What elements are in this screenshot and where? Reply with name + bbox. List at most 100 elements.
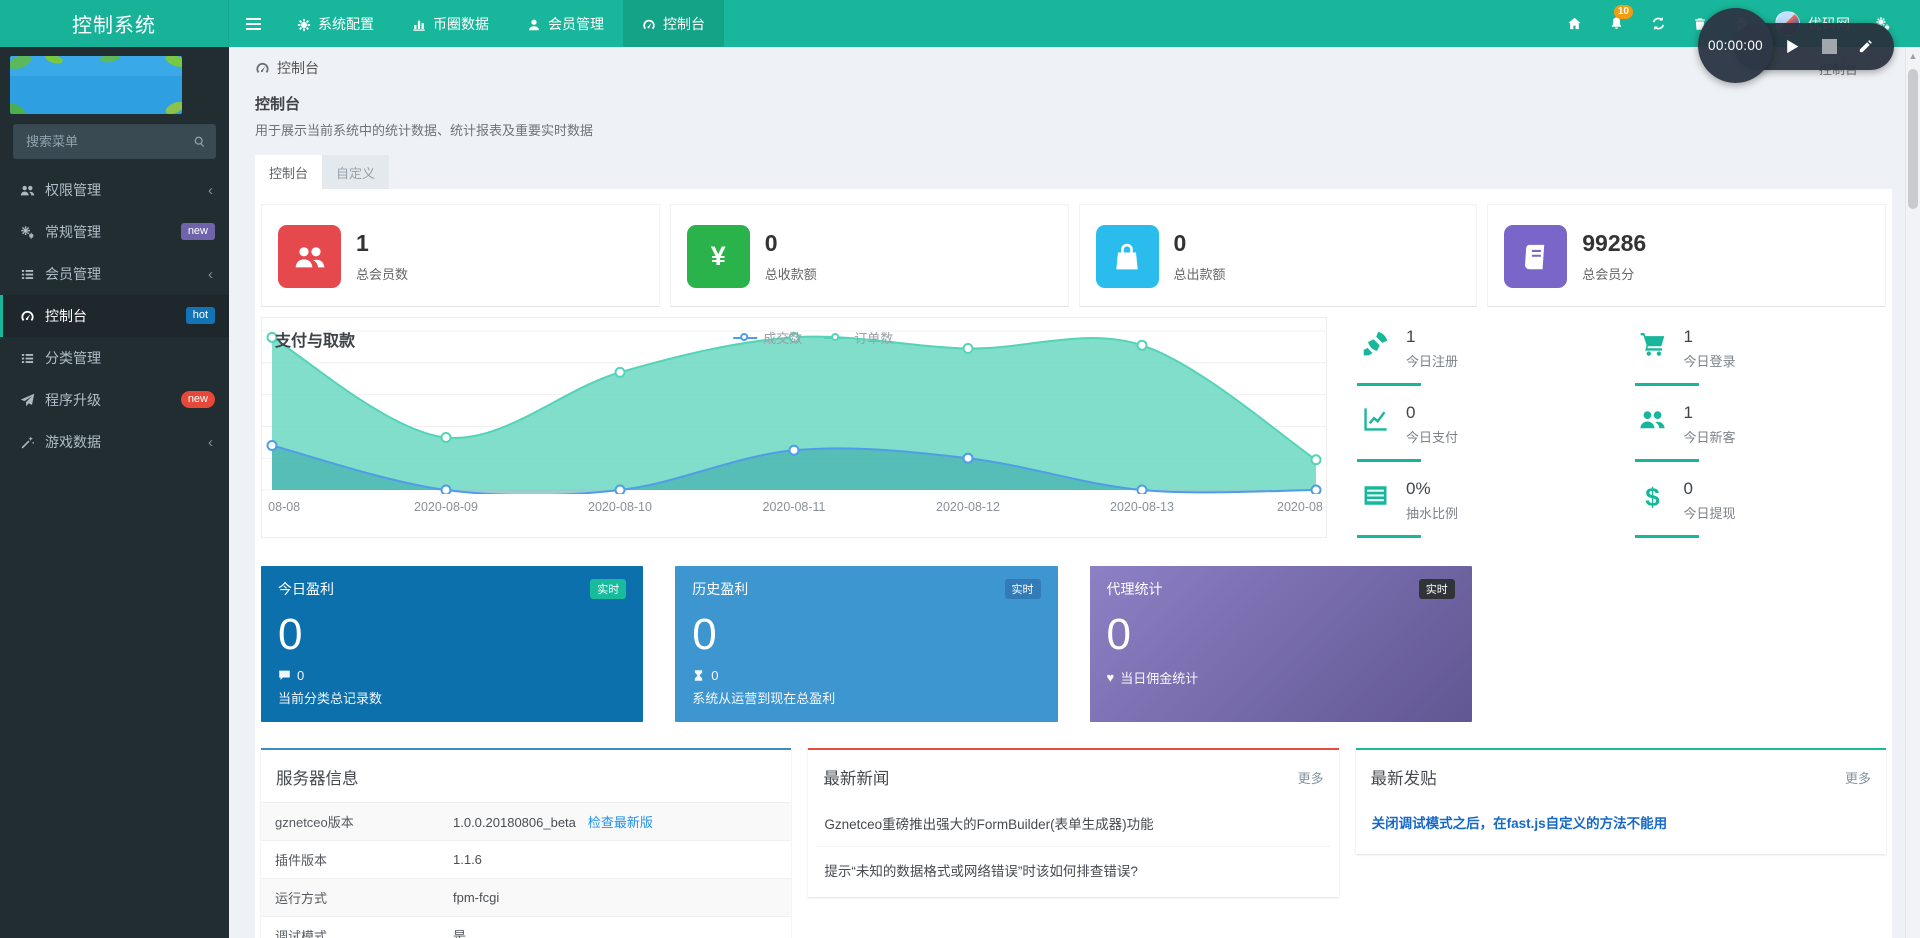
- shopping-bag-icon: [1095, 225, 1159, 288]
- breadcrumb: 控制台 控制台: [255, 47, 1892, 89]
- hot-badge: hot: [185, 307, 215, 325]
- sidebar-item-general[interactable]: 常规管理 new: [0, 211, 229, 253]
- panel-agent-stats[interactable]: 代理统计 实时 0 ♥ 当日佣金统计: [1089, 566, 1472, 722]
- stat-label: 总出款额: [1173, 266, 1226, 282]
- server-info-table: gznetceo版本 1.0.0.20180806_beta 检查最新版 插件版本…: [261, 802, 792, 938]
- pencil-icon[interactable]: [1858, 39, 1873, 54]
- page-header: 控制台 用于展示当前系统中的统计数据、统计报表及重要实时数据: [255, 93, 1892, 139]
- legend-item-orders[interactable]: 订单数: [824, 328, 893, 347]
- table-row: gznetceo版本 1.0.0.20180806_beta 检查最新版: [261, 802, 792, 841]
- home-button[interactable]: [1555, 0, 1593, 47]
- posts-more-link[interactable]: 更多: [1844, 770, 1871, 786]
- stat-value: 0: [1173, 230, 1187, 257]
- accent-bar: [1357, 535, 1421, 538]
- cogs-icon: [1876, 16, 1890, 31]
- bell-icon: [1611, 17, 1621, 29]
- payments-chart-panel: 支付与取款 成交数 订单数 08-08 2020-08-09 2020-08-10 2…: [261, 317, 1327, 538]
- accent-bar: [1357, 459, 1421, 462]
- stat-label: 总会员数: [356, 266, 409, 282]
- table-row: 运行方式 fpm-fcgi: [261, 878, 792, 917]
- latest-news-card: 最新新闻 更多 Gznetceo重磅推出强大的FormBuilder(表单生成器…: [808, 748, 1339, 897]
- nav-item-label: 控制台: [663, 15, 705, 32]
- news-more-link[interactable]: 更多: [1297, 770, 1324, 786]
- sidebar-search-input[interactable]: [13, 124, 216, 159]
- play-icon[interactable]: [1784, 38, 1801, 55]
- mini-stat-rake-ratio: 0% 抽水比例: [1357, 475, 1605, 538]
- bar-chart-icon: [412, 15, 426, 31]
- list-icon: [20, 351, 45, 366]
- sidebar-item-members[interactable]: 会员管理 ‹: [0, 253, 229, 295]
- stat-card-total-paid-out[interactable]: 0 总出款额: [1078, 204, 1478, 307]
- vertical-scrollbar[interactable]: ▲: [1905, 47, 1920, 938]
- search-icon[interactable]: [193, 133, 206, 151]
- panel-history-profit[interactable]: 历史盈利 实时 0 0 系统从运营到现在总盈利: [675, 566, 1058, 722]
- users-icon: [20, 183, 45, 198]
- nav-item-label: 币圈数据: [433, 15, 489, 32]
- legend-item-deals[interactable]: 成交数: [733, 328, 802, 347]
- stat-card-total-members[interactable]: 1 总会员数: [261, 204, 660, 307]
- menu-label: 常规管理: [45, 224, 101, 240]
- scrollbar-up-arrow[interactable]: ▲: [1908, 51, 1918, 61]
- sidebar: 权限管理 ‹ 常规管理 new 会员管理 ‹ 控制台 hot 分类管理 程序升级…: [0, 47, 229, 938]
- nav-item-dashboard[interactable]: 控制台: [623, 0, 724, 47]
- highlight-panels-row: 今日盈利 实时 0 0 当前分类总记录数 历史盈利 实时 0 0 系统从运营到现…: [261, 566, 1886, 722]
- sidebar-item-upgrade[interactable]: 程序升级 new: [0, 379, 229, 421]
- notifications-button[interactable]: 10: [1597, 0, 1635, 47]
- post-item-link[interactable]: 关闭调试模式之后，在fast.js自定义的方法不能用: [1371, 816, 1668, 831]
- yen-icon: ¥: [686, 225, 750, 288]
- sidebar-menu: 权限管理 ‹ 常规管理 new 会员管理 ‹ 控制台 hot 分类管理 程序升级…: [0, 169, 229, 463]
- sidebar-item-categories[interactable]: 分类管理: [0, 337, 229, 379]
- panel-caption: 当前分类总记录数: [278, 691, 383, 706]
- dollar-icon: $: [1645, 482, 1660, 512]
- realtime-badge: 实时: [590, 579, 627, 599]
- sidebar-item-game-data[interactable]: 游戏数据 ‹: [0, 421, 229, 463]
- notification-count-badge: 10: [1613, 5, 1633, 19]
- menu-label: 权限管理: [45, 182, 101, 198]
- sidebar-toggle-button[interactable]: [229, 0, 278, 47]
- sidebar-item-permissions[interactable]: 权限管理 ‹: [0, 169, 229, 211]
- new-badge: new: [180, 223, 215, 241]
- sidebar-item-dashboard[interactable]: 控制台 hot: [0, 295, 229, 337]
- refresh-button[interactable]: [1639, 0, 1677, 47]
- news-item[interactable]: 提示“未知的数据格式或网络错误”时该如何排查错误?: [816, 846, 1331, 893]
- nav-item-system-config[interactable]: 系统配置: [278, 0, 393, 47]
- refresh-icon: [1652, 16, 1664, 31]
- breadcrumb-current[interactable]: 控制台: [277, 60, 319, 76]
- card-title: 最新发贴: [1370, 770, 1437, 788]
- panel-today-profit[interactable]: 今日盈利 实时 0 0 当前分类总记录数: [261, 566, 644, 722]
- chart-plot[interactable]: [262, 326, 1326, 494]
- stat-card-total-received[interactable]: ¥ 0 总收款额: [669, 204, 1069, 307]
- comment-icon: [279, 670, 290, 680]
- chevron-left-icon: ‹: [208, 181, 213, 199]
- app-logo[interactable]: 控制系统: [0, 0, 229, 47]
- accent-bar: [1634, 459, 1699, 462]
- tab-custom[interactable]: 自定义: [322, 155, 390, 189]
- stat-value: 99286: [1582, 230, 1647, 257]
- tab-dashboard[interactable]: 控制台: [255, 155, 323, 189]
- nav-item-label: 会员管理: [548, 15, 604, 32]
- scrollbar-thumb[interactable]: [1908, 69, 1918, 209]
- nav-item-coin-data[interactable]: 币圈数据: [393, 0, 508, 47]
- chart-legend: 成交数 订单数: [733, 328, 893, 347]
- check-latest-link[interactable]: 检查最新版: [587, 815, 653, 830]
- hamburger-icon: [246, 15, 261, 33]
- cart-icon: [1635, 327, 1671, 370]
- book-icon: [1504, 225, 1568, 288]
- stat-value: 1: [356, 230, 369, 257]
- stat-card-total-points[interactable]: 99286 总会员分: [1487, 204, 1886, 307]
- legend-marker: [733, 332, 758, 343]
- stat-label: 总会员分: [1582, 266, 1635, 282]
- news-item[interactable]: Gznetceo重磅推出强大的FormBuilder(表单生成器)功能: [824, 817, 1154, 832]
- accent-bar: [1357, 383, 1421, 386]
- realtime-badge: 实时: [1004, 579, 1041, 599]
- stop-icon[interactable]: [1822, 39, 1837, 54]
- recorder-timer[interactable]: 00:00:00: [1698, 8, 1773, 83]
- server-info-card: 服务器信息 gznetceo版本 1.0.0.20180806_beta 检查最新…: [261, 748, 792, 938]
- list-icon: [20, 267, 45, 282]
- nav-item-member-management[interactable]: 会员管理: [508, 0, 623, 47]
- dashboard-panel: 1 总会员数 ¥ 0 总收款额 0 总出款额 99286 总会员分 支付与取: [255, 189, 1892, 938]
- menu-label: 控制台: [45, 308, 87, 324]
- panel-value: 0: [1106, 610, 1131, 659]
- gauge-icon: [255, 61, 270, 76]
- settings-button[interactable]: [1864, 0, 1902, 47]
